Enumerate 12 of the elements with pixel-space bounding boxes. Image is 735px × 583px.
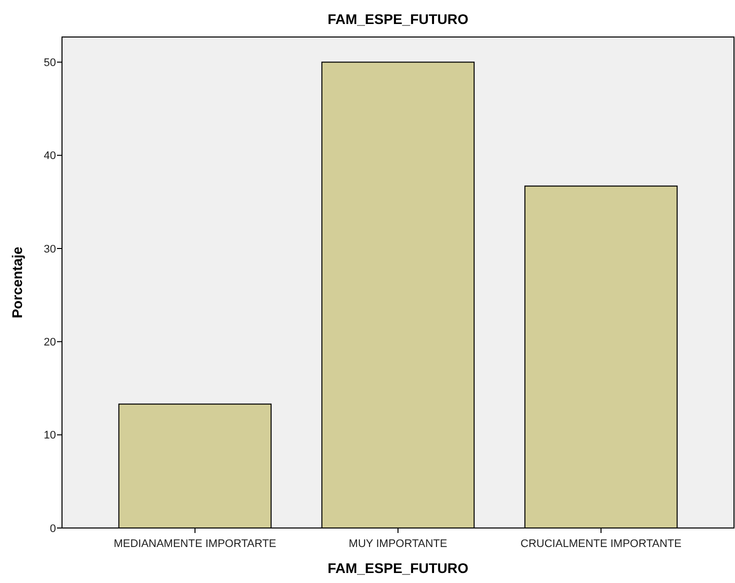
y-tick-label: 50 [44, 57, 56, 70]
x-axis-title: FAM_ESPE_FUTURO [328, 560, 469, 576]
y-tick-label: 40 [44, 150, 56, 162]
y-tick-label: 0 [50, 522, 56, 535]
chart-title: FAM_ESPE_FUTURO [328, 11, 469, 27]
y-tick-label: 10 [44, 430, 56, 442]
y-tick-label: 20 [44, 336, 56, 349]
y-tick-label: 30 [44, 243, 56, 256]
x-tick-label: CRUCIALMENTE IMPORTANTE [520, 538, 682, 550]
y-axis-title: Porcentaje [9, 246, 25, 318]
x-tick-label: MEDIANAMENTE IMPORTARTE [114, 538, 276, 550]
x-tick-label: MUY IMPORTANTE [348, 538, 448, 550]
